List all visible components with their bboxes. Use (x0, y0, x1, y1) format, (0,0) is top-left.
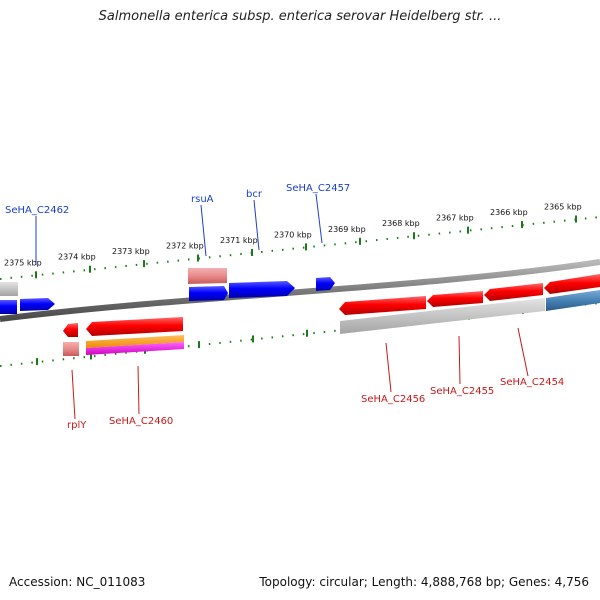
scale-tick-label: 2365 kbp (544, 202, 582, 211)
scale-tick-label: 2372 kbp (166, 242, 204, 251)
gene-label-SeHA_C2454[interactable]: SeHA_C2454 (500, 377, 564, 388)
forward-label-leaders (35, 193, 323, 265)
reverse-gene-right-edge (544, 274, 600, 294)
scale-tick-label: 2371 kbp (220, 236, 258, 245)
reverse-gene-SeHA_C2454 (484, 283, 543, 301)
gene-label-SeHA_C2462[interactable]: SeHA_C2462 (5, 205, 69, 216)
forward-gene (0, 300, 17, 314)
gene-label-bcr[interactable]: bcr (246, 189, 263, 200)
reverse-gene-SeHA_C2456 (339, 296, 426, 315)
upper-major-ticks (35, 215, 577, 279)
reverse-feature-rplY-rna (63, 342, 79, 356)
forward-strand-genes (0, 268, 335, 314)
forward-gene-rsuA (189, 286, 228, 301)
scale-tick-label: 2373 kbp (112, 247, 150, 256)
forward-gene-labels: SeHA_C2462 rsuA bcr SeHA_C2457 (5, 183, 350, 216)
gene-label-SeHA_C2456[interactable]: SeHA_C2456 (361, 394, 425, 405)
reverse-feature-SeHA_C2460-magenta (86, 342, 184, 355)
reverse-gene-SeHA_C2460 (86, 317, 183, 336)
reverse-steel-feature (546, 290, 600, 311)
scale-tick-label: 2366 kbp (490, 208, 528, 217)
reverse-feature-SeHA_C2460-orange (86, 335, 184, 348)
forward-gene-SeHA_C2462 (20, 298, 55, 311)
scale-tick-label: 2374 kbp (58, 253, 96, 262)
reverse-grey-track (340, 298, 545, 334)
scale-tick-label: 2375 kbp (4, 258, 42, 267)
scale-tick-labels: 2375 kbp 2374 kbp 2373 kbp 2372 kbp 2371 kbp… (4, 202, 582, 267)
scale-tick-label: 2369 kbp (328, 225, 366, 234)
gene-label-SeHA_C2460[interactable]: SeHA_C2460 (109, 416, 173, 427)
forward-gene-SeHA_C2457 (316, 277, 335, 291)
forward-gene-bcr (229, 281, 295, 298)
gene-label-rsuA[interactable]: rsuA (191, 194, 214, 205)
accession-label: Accession: NC_011083 (9, 575, 146, 589)
reverse-gene-labels: rplY SeHA_C2460 SeHA_C2456 SeHA_C2455 Se… (67, 377, 564, 431)
map-title: Salmonella enterica subsp. enterica sero… (98, 9, 502, 24)
reverse-label-leaders (71, 327, 529, 420)
scale-tick-label: 2368 kbp (382, 219, 420, 228)
scale-tick-label: 2370 kbp (274, 230, 312, 239)
forward-feature-rsuA-rna (188, 268, 227, 284)
scale-tick-label: 2367 kbp (436, 214, 474, 223)
gene-label-rplY[interactable]: rplY (67, 420, 87, 431)
reverse-gene-SeHA_C2455 (427, 291, 483, 307)
reverse-gene-rplY (63, 323, 78, 337)
gene-label-SeHA_C2457[interactable]: SeHA_C2457 (286, 183, 350, 194)
genome-backbone (0, 259, 600, 322)
reverse-strand-genes (63, 274, 600, 356)
forward-feature-left-edge (0, 282, 18, 296)
gene-label-SeHA_C2455[interactable]: SeHA_C2455 (430, 386, 494, 397)
genome-summary: Topology: circular; Length: 4,888,768 bp… (259, 575, 589, 589)
